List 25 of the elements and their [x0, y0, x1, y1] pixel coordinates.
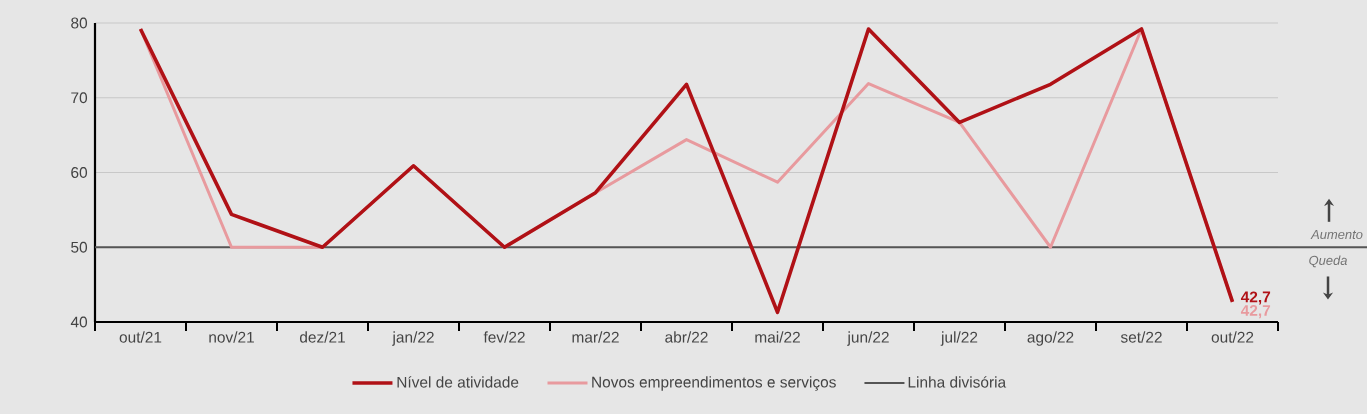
- legend-label: Nível de atividade: [397, 376, 519, 388]
- x-tick-label: mai/22: [755, 331, 800, 343]
- y-tick-label: 80: [71, 17, 88, 29]
- x-tick-label: mar/22: [572, 331, 619, 343]
- x-tick-label: set/22: [1120, 331, 1162, 343]
- data-label: 42,7: [1240, 291, 1271, 305]
- x-tick-label: fev/22: [483, 331, 525, 343]
- x-tick-label: jan/22: [392, 331, 434, 346]
- y-tick-label: 50: [71, 241, 88, 253]
- legend-label: Novos empreendimentos e serviços: [592, 376, 836, 391]
- x-tick-label: nov/21: [209, 331, 254, 343]
- x-tick-label: out/21: [119, 331, 162, 343]
- x-tick-label: abr/22: [665, 331, 708, 343]
- x-tick-label: jun/22: [847, 331, 889, 346]
- y-tick-label: 70: [71, 92, 88, 104]
- y-tick-label: 40: [70, 316, 88, 328]
- text: Aumento: [1310, 230, 1363, 240]
- x-tick-label: ago/22: [1027, 331, 1074, 346]
- x-tick-label: out/22: [1211, 331, 1254, 343]
- legend-label: Linha divisória: [908, 376, 1007, 388]
- text: Queda: [1309, 255, 1348, 268]
- x-tick-label: jul/22: [940, 331, 978, 346]
- data-label: 42,7: [1240, 305, 1271, 319]
- y-tick-label: 60: [71, 167, 88, 178]
- x-tick-label: dez/21: [299, 331, 345, 343]
